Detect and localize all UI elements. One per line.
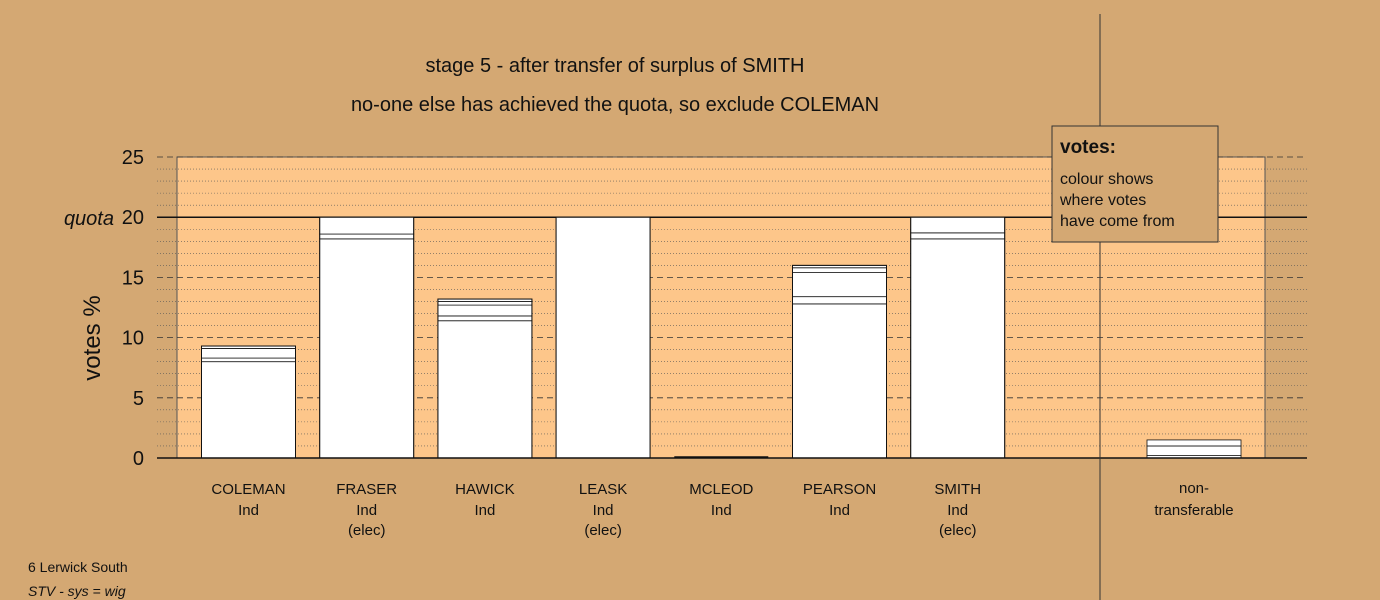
legend-box: votes: colour shows where votes have com… [1051, 125, 1219, 243]
chart-subtitle: no-one else has achieved the quota, so e… [351, 94, 879, 116]
bar-segment-pearson [792, 303, 887, 459]
candidate-name: FRASER [336, 481, 397, 498]
candidate-name: MCLEOD [689, 481, 753, 498]
y-tick-label: 5 [133, 388, 144, 410]
bar-segment-smith [910, 232, 1006, 240]
y-tick-label: 15 [122, 267, 144, 289]
candidate-name: SMITH [934, 481, 981, 498]
nontransferable-segment [1146, 445, 1242, 456]
bar-segment-pearson [792, 267, 887, 273]
bar-segment-hawick [437, 301, 533, 306]
bar-segment-hawick [437, 315, 533, 322]
chart-title: stage 5 - after transfer of surplus of S… [425, 55, 804, 77]
bar-segment-coleman [201, 348, 296, 359]
labels: 0 5 10 15 20 25 quota COLEMAN Ind FRASER Ind (elec)… [64, 147, 1234, 539]
quota-label: quota [64, 208, 114, 230]
nontransferable-label-1: non- [1179, 480, 1209, 497]
axes [157, 14, 1307, 600]
bar-segment-hawick [437, 320, 533, 459]
y-tick-label: 10 [122, 328, 144, 350]
bar-segment-leask [555, 216, 651, 459]
legend-line-3: have come from [1060, 213, 1175, 230]
bar-segment-fraser [319, 238, 415, 459]
candidate-party: Ind [593, 502, 614, 519]
candidate-party: Ind [356, 502, 377, 519]
bar-segment-hawick [437, 304, 533, 317]
bar-segment-fraser [319, 233, 415, 240]
y-axis-label: votes % [79, 295, 106, 380]
candidate-party: Ind [238, 502, 259, 519]
nontransferable-label-2: transferable [1154, 502, 1233, 519]
candidate-party: Ind [829, 502, 850, 519]
y-tick-label: 20 [122, 207, 144, 229]
y-tick-label: 25 [122, 147, 144, 169]
bar-segment-pearson [792, 272, 887, 298]
candidate-status: (elec) [348, 522, 386, 539]
candidate-name: LEASK [579, 481, 627, 498]
bar-segment-coleman [201, 361, 296, 459]
candidate-name: HAWICK [455, 481, 514, 498]
bar-segment-fraser [319, 216, 415, 235]
footer-line1: 6 Lerwick South [28, 559, 128, 575]
y-tick-label: 0 [133, 448, 144, 470]
bar-segment-smith [910, 238, 1006, 459]
bar-segment-coleman [201, 357, 296, 363]
candidate-party: Ind [947, 502, 968, 519]
candidate-status: (elec) [584, 522, 622, 539]
bar-segment-smith [910, 216, 1006, 234]
footer-line2: STV - sys = wig [28, 583, 126, 599]
bar-segment-pearson [792, 296, 887, 305]
candidate-name: COLEMAN [211, 481, 285, 498]
nontransferable-segment [1146, 439, 1242, 447]
legend-title: votes: [1060, 137, 1116, 158]
candidate-status: (elec) [939, 522, 977, 539]
legend-line-2: where votes [1059, 192, 1146, 209]
candidate-party: Ind [474, 502, 495, 519]
candidate-name: PEARSON [803, 481, 876, 498]
legend-line-1: colour shows [1060, 171, 1153, 188]
candidate-party: Ind [711, 502, 732, 519]
